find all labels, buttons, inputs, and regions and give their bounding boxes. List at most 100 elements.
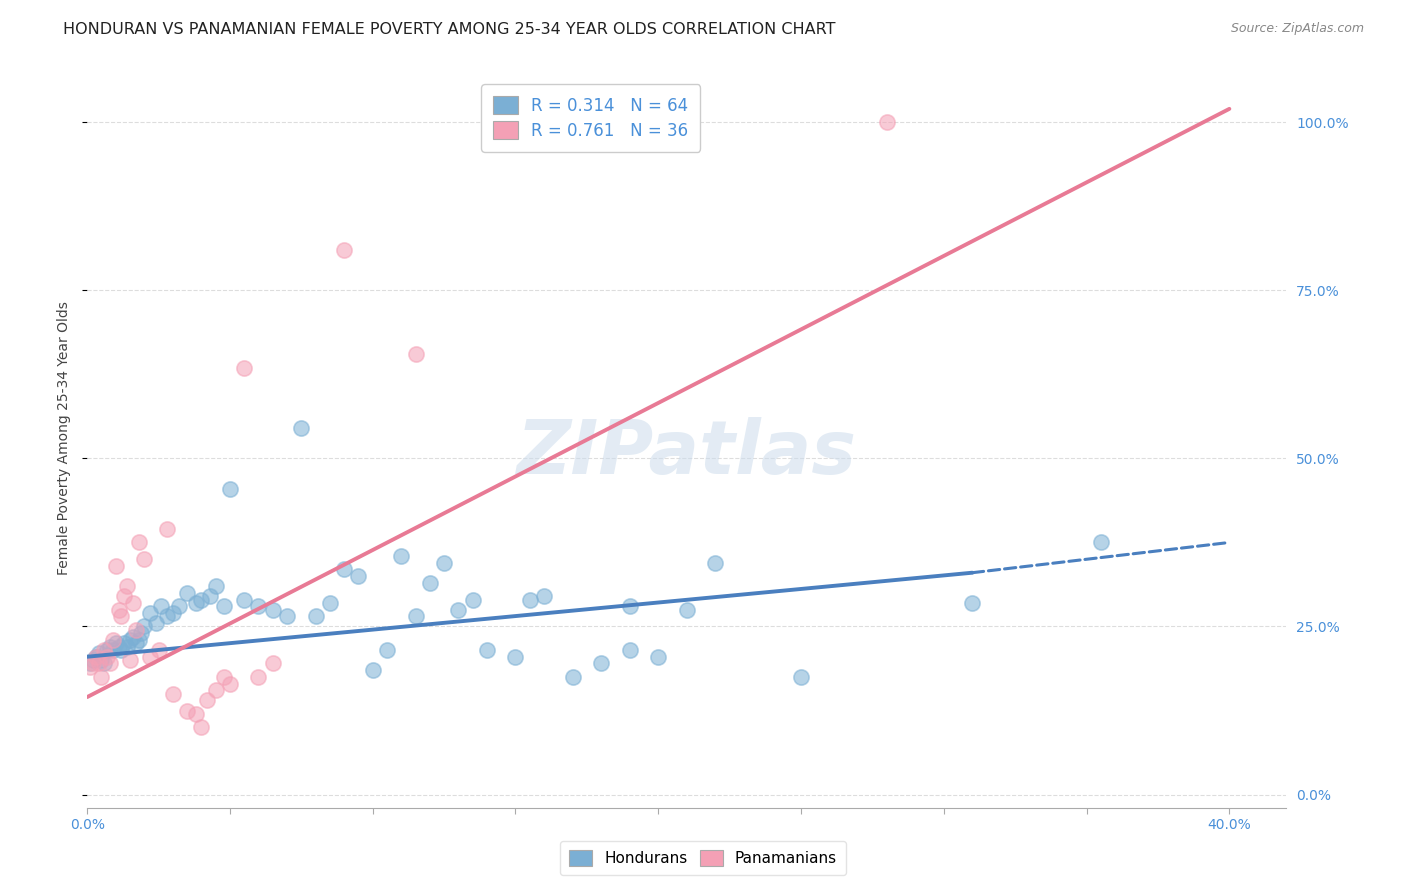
Point [84, 649, 107, 664]
Point [505, 649, 527, 664]
Point [204, 683, 226, 698]
Point [115, 640, 138, 654]
Point [162, 606, 184, 620]
Point [184, 596, 207, 610]
Point [184, 706, 207, 721]
Point [619, 599, 641, 614]
Point [219, 482, 242, 496]
Text: Source: ZipAtlas.com: Source: ZipAtlas.com [1230, 22, 1364, 36]
Point [93, 657, 115, 671]
Point [125, 623, 148, 637]
Point [333, 243, 356, 257]
Point [79, 660, 101, 674]
Point [110, 609, 132, 624]
Point [90, 653, 112, 667]
Point [361, 663, 384, 677]
Point [79, 657, 101, 671]
Point [162, 687, 184, 701]
Point [118, 653, 141, 667]
Point [139, 606, 162, 620]
Point [112, 589, 135, 603]
Point [675, 602, 697, 616]
Legend: R = 0.314   N = 64, R = 0.761   N = 36: R = 0.314 N = 64, R = 0.761 N = 36 [481, 84, 700, 152]
Point [561, 670, 583, 684]
Point [212, 599, 235, 614]
Point [87, 657, 110, 671]
Point [262, 657, 284, 671]
Point [290, 421, 312, 435]
Point [156, 609, 179, 624]
Text: ZIPatlas: ZIPatlas [517, 417, 856, 490]
Point [84, 649, 107, 664]
Point [167, 599, 190, 614]
Point [112, 636, 135, 650]
Point [145, 616, 167, 631]
Point [107, 602, 129, 616]
Point [461, 592, 484, 607]
Point [405, 347, 427, 361]
Point [790, 670, 813, 684]
Point [87, 646, 110, 660]
Point [82, 653, 104, 667]
Point [121, 596, 143, 610]
Point [447, 602, 470, 616]
Point [1090, 535, 1112, 549]
Point [104, 636, 127, 650]
Point [148, 643, 170, 657]
Point [262, 602, 284, 616]
Point [419, 575, 441, 590]
Point [115, 579, 138, 593]
Point [98, 657, 121, 671]
Point [519, 592, 541, 607]
Point [101, 643, 124, 657]
Point [304, 609, 326, 624]
Point [962, 596, 984, 610]
Point [150, 599, 173, 614]
Point [110, 643, 132, 657]
Point [375, 643, 398, 657]
Point [118, 632, 141, 647]
Point [128, 535, 150, 549]
Point [433, 556, 456, 570]
Point [101, 632, 124, 647]
Point [389, 549, 412, 563]
Point [107, 640, 129, 654]
Point [204, 579, 226, 593]
Point [619, 643, 641, 657]
Point [319, 596, 342, 610]
Point [347, 569, 370, 583]
Point [156, 522, 179, 536]
Point [247, 599, 270, 614]
Point [121, 630, 143, 644]
Point [90, 670, 112, 684]
Point [276, 609, 298, 624]
Point [176, 586, 198, 600]
Point [704, 556, 727, 570]
Point [247, 670, 270, 684]
Point [591, 657, 613, 671]
Point [219, 676, 242, 690]
Point [405, 609, 427, 624]
Y-axis label: Female Poverty Among 25-34 Year Olds: Female Poverty Among 25-34 Year Olds [58, 301, 72, 575]
Point [128, 632, 150, 647]
Point [647, 649, 669, 664]
Point [233, 360, 256, 375]
Point [190, 720, 212, 734]
Point [533, 589, 555, 603]
Point [198, 589, 221, 603]
Point [876, 115, 898, 129]
Point [190, 592, 212, 607]
Legend: Hondurans, Panamanians: Hondurans, Panamanians [560, 841, 846, 875]
Point [131, 626, 153, 640]
Point [212, 670, 235, 684]
Point [195, 693, 218, 707]
Point [93, 643, 115, 657]
Point [233, 592, 256, 607]
Point [333, 562, 356, 576]
Point [96, 643, 118, 657]
Point [134, 619, 156, 633]
Point [176, 704, 198, 718]
Point [475, 643, 498, 657]
Point [104, 559, 127, 574]
Point [96, 649, 118, 664]
